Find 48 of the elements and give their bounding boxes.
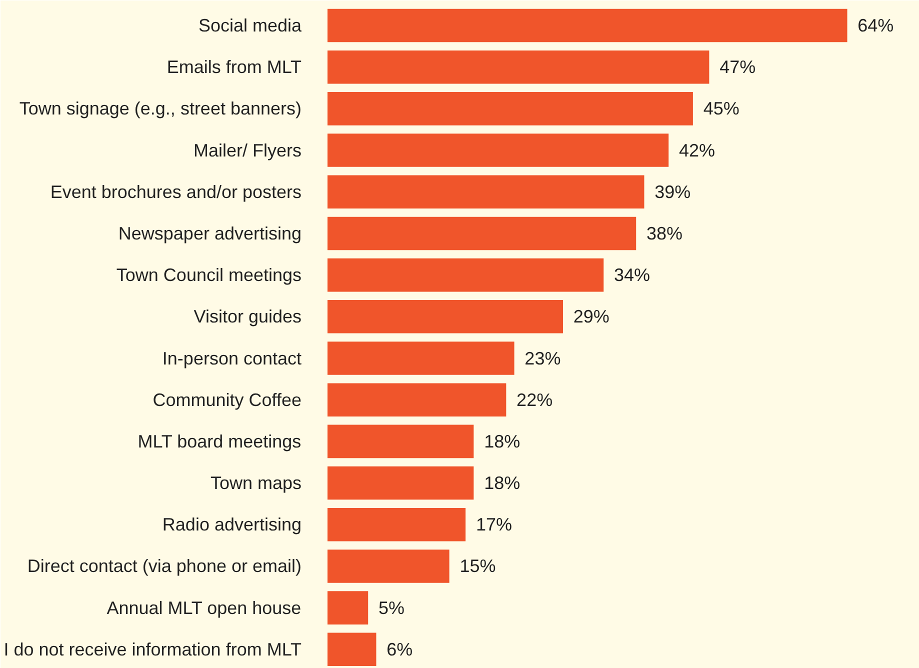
bar [328,632,376,666]
bar [328,508,466,542]
data-label: 47% [720,57,756,78]
bar [328,300,564,334]
bar [328,383,506,416]
data-label: 42% [678,140,716,160]
y-tick-label: Town signage (e.g., street banners) [19,98,302,119]
y-tick-label: Visitor guides [194,306,302,327]
y-tick-label: Event brochures and/or posters [50,182,302,202]
y-tick-label: In-person contact [162,348,302,368]
y-tick-label: Emails from MLT [166,57,302,78]
data-label: 5% [378,598,405,618]
y-tick-label: Direct contact (via phone or email) [27,556,302,576]
bar [328,591,368,624]
data-label: 39% [654,182,691,202]
bar [328,8,848,42]
y-tick-label: Town maps [210,473,302,494]
data-label: 17% [476,514,512,535]
bar [328,342,514,375]
bar [328,92,693,126]
data-label: 29% [573,306,610,327]
data-label: 18% [484,473,520,494]
data-label: 34% [614,265,650,286]
bar [328,258,604,292]
y-tick-label: Newspaper advertising [118,223,302,244]
bar [328,134,669,167]
data-label: 22% [516,390,553,410]
bar [328,424,474,458]
y-tick-label: Radio advertising [162,514,302,535]
y-tick-label: Social media [198,16,302,36]
y-tick-label: Town Council meetings [116,265,302,286]
y-tick-label: Community Coffee [152,390,302,410]
bar [328,50,710,84]
bar [328,550,450,583]
data-label: 6% [386,639,413,660]
y-tick-label: Annual MLT open house [106,598,302,618]
bar [328,216,636,250]
data-label: 38% [646,223,683,244]
y-tick-label: MLT board meetings [138,431,302,452]
data-label: 45% [703,98,740,119]
data-label: 15% [460,556,496,576]
bar [328,466,474,500]
y-tick-label: I do not receive information from MLT [4,639,302,660]
data-label: 64% [858,16,894,36]
data-label: 23% [524,348,561,368]
y-tick-label: Mailer/ Flyers [193,140,302,160]
bar [328,175,644,209]
data-label: 18% [484,431,520,452]
